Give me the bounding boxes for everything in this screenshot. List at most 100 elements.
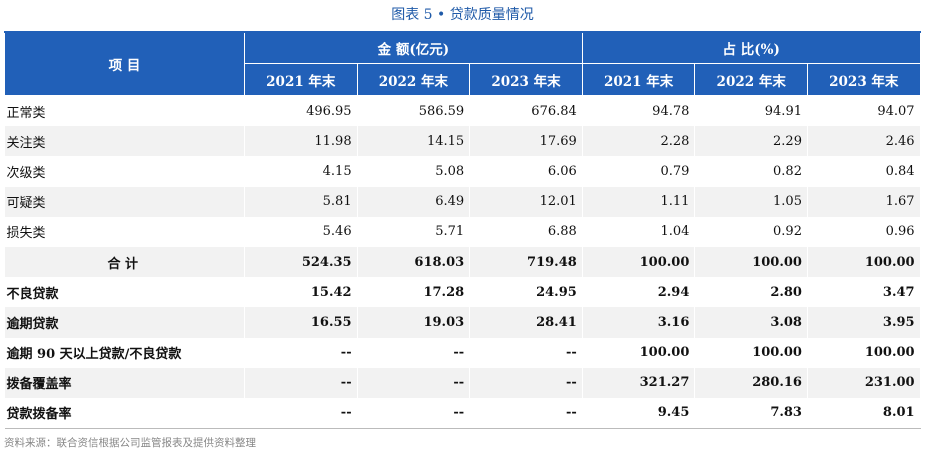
table-cell: 3.47 xyxy=(807,277,921,308)
table-cell: 676.84 xyxy=(469,95,583,127)
table-cell: 496.95 xyxy=(244,95,358,127)
table-cell: 100.00 xyxy=(694,337,808,368)
table-cell: 16.55 xyxy=(244,307,358,338)
table-cell: 2.80 xyxy=(694,277,808,308)
table-cell: 2.29 xyxy=(694,126,808,157)
table-cell: 9.45 xyxy=(582,397,696,430)
table-row: 正常类 496.95 586.59 676.84 94.78 94.91 94.07 xyxy=(4,95,921,127)
table-cell: 2.46 xyxy=(807,126,921,157)
loan-quality-table: 项 目 金 额(亿元) 占 比(%) 2021 年末 2022 年末 2023 … xyxy=(4,31,921,430)
table-row: 关注类 11.98 14.15 17.69 2.28 2.29 2.46 xyxy=(4,126,921,157)
table-cell: -- xyxy=(469,367,583,398)
header-ratio-group: 占 比(%) xyxy=(581,31,921,64)
table-cell: 1.05 xyxy=(694,186,808,217)
table-caption: 图表 5 • 贷款质量情况 xyxy=(391,7,534,23)
row-label: 不良贷款 xyxy=(4,277,245,308)
table-cell: 1.67 xyxy=(807,186,921,217)
table-cell: 100.00 xyxy=(807,337,921,368)
table-cell: 0.79 xyxy=(582,156,696,187)
header-item: 项 目 xyxy=(4,31,245,96)
header-amount-group: 金 额(亿元) xyxy=(244,31,583,64)
table-row: 损失类 5.46 5.71 6.88 1.04 0.92 0.96 xyxy=(4,216,921,247)
row-label: 拨备覆盖率 xyxy=(4,367,245,398)
table-cell: 3.95 xyxy=(807,307,921,338)
table-cell: 0.96 xyxy=(807,216,921,247)
table-cell: 7.83 xyxy=(694,397,808,430)
table-cell: -- xyxy=(244,397,358,430)
table-cell: 100.00 xyxy=(807,246,921,278)
table-cell: 100.00 xyxy=(582,246,696,278)
table-cell: 17.69 xyxy=(469,126,583,157)
table-cell: -- xyxy=(357,397,471,430)
table-cell: 94.78 xyxy=(582,95,696,127)
table-cell: 719.48 xyxy=(469,246,583,278)
row-label: 贷款拨备率 xyxy=(4,397,245,430)
header-year: 2022 年末 xyxy=(694,63,808,96)
table-cell: 12.01 xyxy=(469,186,583,217)
table-cell: 231.00 xyxy=(807,367,921,398)
table-row: 不良贷款 15.42 17.28 24.95 2.94 2.80 3.47 xyxy=(4,277,921,308)
row-label: 合 计 xyxy=(4,246,245,278)
table-row: 可疑类 5.81 6.49 12.01 1.11 1.05 1.67 xyxy=(4,186,921,217)
table-cell: -- xyxy=(244,337,358,368)
table-cell: 586.59 xyxy=(357,95,471,127)
table-cell: 24.95 xyxy=(469,277,583,308)
table-cell: 0.82 xyxy=(694,156,808,187)
table-cell: 6.49 xyxy=(357,186,471,217)
header-year: 2021 年末 xyxy=(581,63,696,96)
source-note: 资料来源：联合资信根据公司监管报表及提供资料整理 xyxy=(4,437,256,449)
table-cell: 15.42 xyxy=(244,277,358,308)
row-label: 损失类 xyxy=(4,216,245,247)
table-cell: 8.01 xyxy=(807,397,921,430)
row-label: 次级类 xyxy=(4,156,245,187)
table-cell: 94.91 xyxy=(694,95,808,127)
table-cell: -- xyxy=(469,397,583,430)
table-cell: 2.94 xyxy=(582,277,696,308)
table-cell: 28.41 xyxy=(469,307,583,338)
table-cell: 6.88 xyxy=(469,216,583,247)
table-cell: 17.28 xyxy=(357,277,471,308)
table-cell: -- xyxy=(357,367,471,398)
table-cell: 321.27 xyxy=(582,367,696,398)
table-cell: -- xyxy=(244,367,358,398)
table-cell: 100.00 xyxy=(694,246,808,278)
table-cell: 5.46 xyxy=(244,216,358,247)
table-row: 拨备覆盖率 -- -- -- 321.27 280.16 231.00 xyxy=(4,367,921,398)
table-cell: 1.11 xyxy=(582,186,696,217)
table-row: 贷款拨备率 -- -- -- 9.45 7.83 8.01 xyxy=(4,397,921,430)
table-cell: 5.81 xyxy=(244,186,358,217)
row-label: 正常类 xyxy=(4,95,245,127)
table-cell: 94.07 xyxy=(807,95,921,127)
table-cell: 0.84 xyxy=(807,156,921,187)
header-year: 2023 年末 xyxy=(806,63,921,96)
table-cell: 0.92 xyxy=(694,216,808,247)
table-cell: 524.35 xyxy=(244,246,358,278)
table-cell: 11.98 xyxy=(244,126,358,157)
table-row: 合 计 524.35 618.03 719.48 100.00 100.00 100.00 xyxy=(4,246,921,278)
table-cell: 280.16 xyxy=(694,367,808,398)
table-cell: 618.03 xyxy=(357,246,471,278)
table-cell: 6.06 xyxy=(469,156,583,187)
row-label: 逾期 90 天以上贷款/不良贷款 xyxy=(4,337,245,368)
header-year: 2022 年末 xyxy=(356,63,471,96)
table-cell: 14.15 xyxy=(357,126,471,157)
table-cell: 4.15 xyxy=(244,156,358,187)
table-cell: 3.08 xyxy=(694,307,808,338)
table-cell: 5.71 xyxy=(357,216,471,247)
row-label: 可疑类 xyxy=(4,186,245,217)
table-cell: 100.00 xyxy=(582,337,696,368)
table-cell: 5.08 xyxy=(357,156,471,187)
table-cell: 3.16 xyxy=(582,307,696,338)
table-row: 逾期贷款 16.55 19.03 28.41 3.16 3.08 3.95 xyxy=(4,307,921,338)
table-cell: -- xyxy=(357,337,471,368)
table-row: 次级类 4.15 5.08 6.06 0.79 0.82 0.84 xyxy=(4,156,921,187)
table-cell: 2.28 xyxy=(582,126,696,157)
table-cell: -- xyxy=(469,337,583,368)
table-row: 逾期 90 天以上贷款/不良贷款 -- -- -- 100.00 100.00 100.00 xyxy=(4,337,921,368)
row-label: 逾期贷款 xyxy=(4,307,245,338)
table-cell: 1.04 xyxy=(582,216,696,247)
row-label: 关注类 xyxy=(4,126,245,157)
header-year: 2021 年末 xyxy=(244,63,358,96)
header-year: 2023 年末 xyxy=(469,63,583,96)
table-cell: 19.03 xyxy=(357,307,471,338)
